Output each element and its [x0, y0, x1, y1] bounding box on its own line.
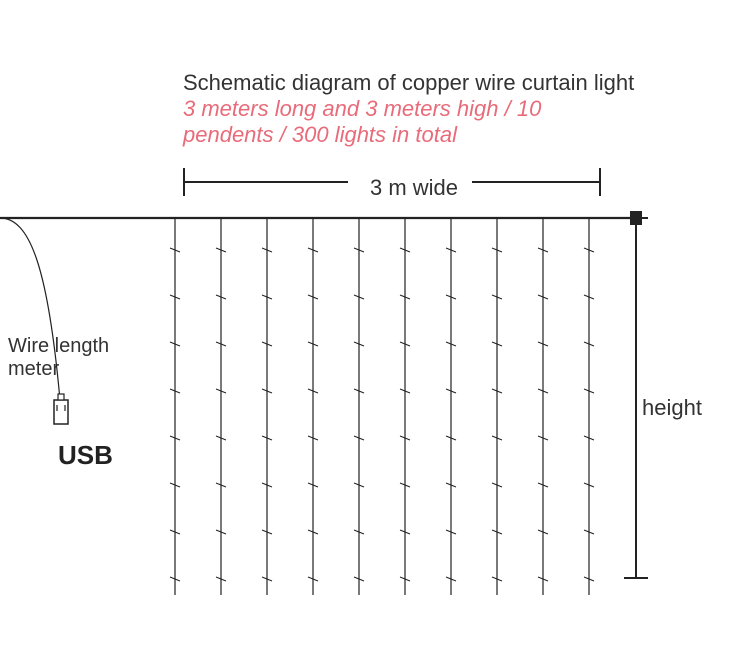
curtain-light-schematic — [0, 0, 749, 646]
